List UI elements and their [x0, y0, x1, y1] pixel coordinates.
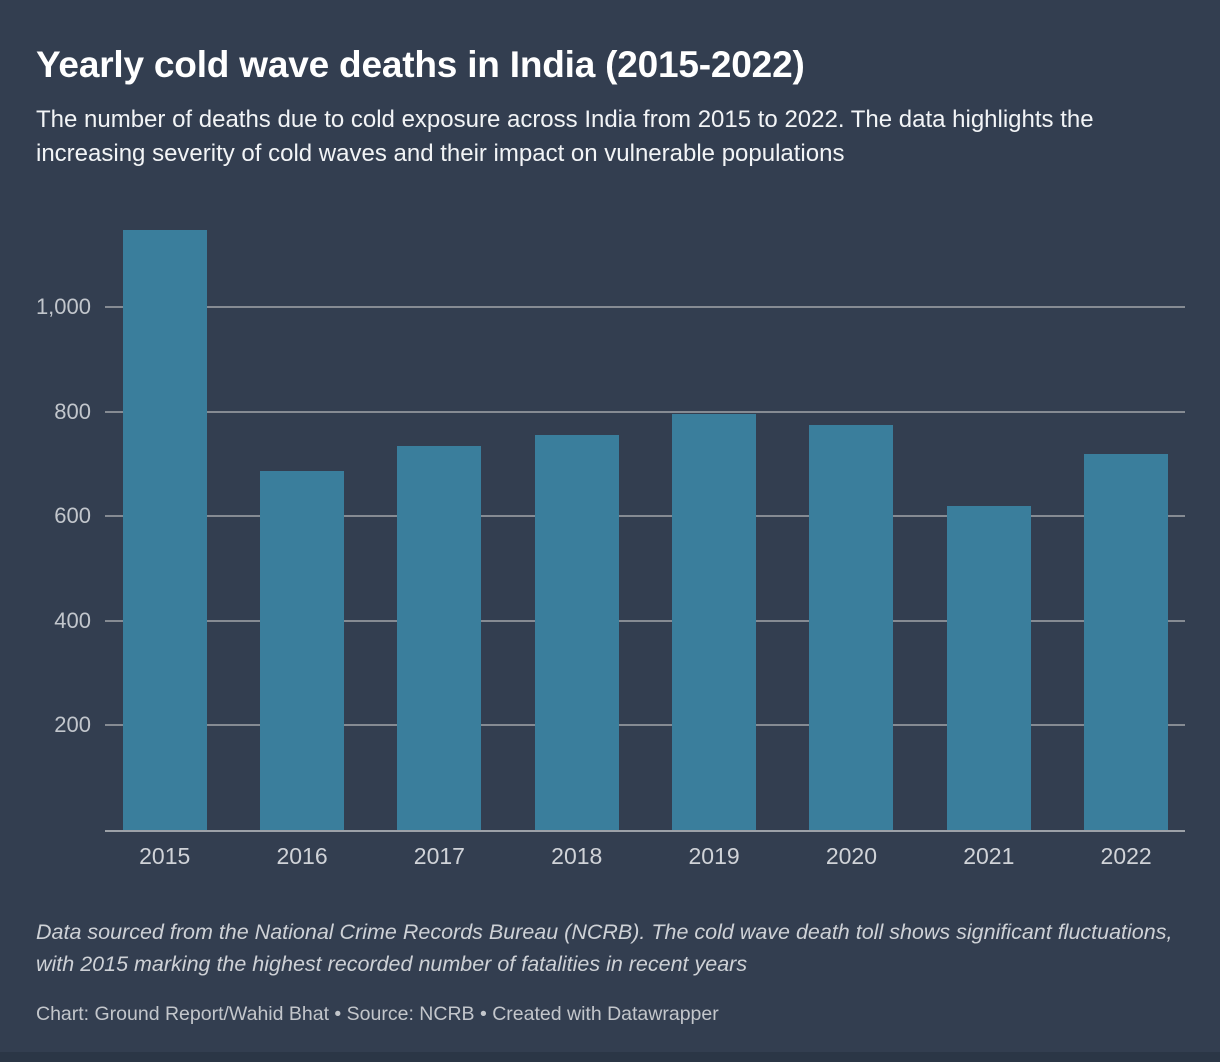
y-axis-tick-label-200: 200 — [54, 712, 91, 738]
x-axis-label-2018: 2018 — [551, 843, 603, 869]
gridline-400 — [105, 619, 1185, 622]
gridline-600 — [105, 515, 1185, 518]
x-axis-label-2022: 2022 — [1100, 843, 1152, 869]
x-axis-label-2020: 2020 — [825, 843, 878, 869]
bar-2021 — [946, 506, 1031, 830]
gridline-1000 — [105, 306, 1185, 309]
bar-2016 — [260, 471, 345, 830]
gridline-200 — [105, 724, 1185, 727]
y-axis-tick-label-1000: 1,000 — [35, 294, 91, 320]
bar-2018 — [534, 435, 619, 830]
x-axis-label-2016: 2016 — [276, 843, 328, 869]
y-axis-tick-label-800: 800 — [54, 398, 91, 424]
x-axis-label-2015: 2015 — [139, 843, 191, 869]
chart-header: Yearly cold wave deaths in India (2015-2… — [0, 0, 1220, 171]
chart-title: Yearly cold wave deaths in India (2015-2… — [36, 44, 805, 85]
x-axis-label-2019: 2019 — [688, 843, 740, 869]
x-axis-label-2017: 2017 — [413, 843, 465, 869]
footer-note: Data sourced from the National Crime Rec… — [36, 920, 1173, 977]
y-axis-tick-label-400: 400 — [54, 607, 91, 633]
x-axis-line — [105, 830, 1185, 832]
plot-area: 200 400 600 800 1,000 2015 2016 2017 2018 2019 202… — [36, 230, 1185, 869]
chart-subtitle: The number of deaths due to cold exposur… — [36, 105, 1094, 167]
bottom-strip — [0, 1052, 1220, 1062]
x-axis-label-2021: 2021 — [963, 843, 1015, 869]
bar-2022 — [1084, 454, 1169, 830]
bar-2017 — [397, 446, 482, 830]
footer-byline: Chart: Ground Report/Wahid Bhat • Source… — [36, 1002, 719, 1025]
y-axis-tick-label-600: 600 — [54, 503, 91, 529]
bar-2019 — [672, 414, 757, 830]
gridline-800 — [105, 410, 1185, 413]
chart-footer: Data sourced from the National Crime Rec… — [36, 916, 1186, 1026]
bar-2020 — [809, 425, 894, 830]
bar-2015 — [122, 230, 207, 830]
